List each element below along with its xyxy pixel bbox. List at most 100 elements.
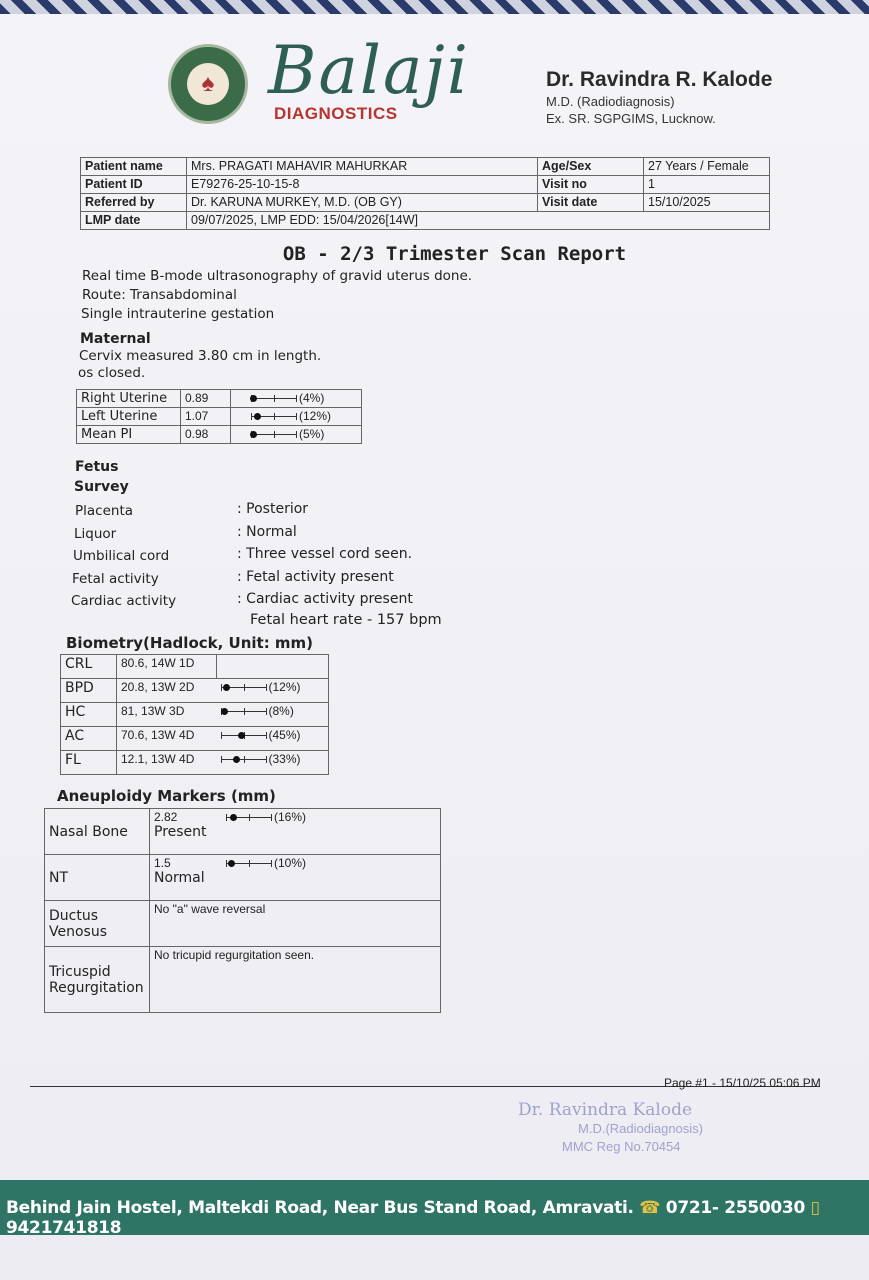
stamp-reg: MMC Reg No.70454 [562,1139,681,1154]
footer-bar: Behind Jain Hostel, Maltekdi Road, Near … [0,1180,869,1238]
doctor-stamp: Dr. Ravindra Kalode M.D.(Radiodiagnosis)… [518,1100,703,1156]
survey-heading: Survey [74,479,129,495]
report-title: OB - 2/3 Trimester Scan Report [282,243,627,265]
percentile-marker [232,755,240,763]
row-value: 1.07 [180,407,231,426]
label: Referred by [80,193,187,212]
lmp-date: 09/07/2025, LMP EDD: 15/04/2026[14W] [186,211,770,230]
percentile-label: (12%) [268,680,301,694]
aneuploidy-row: Tricuspid Regurgitation No tricupid regur… [44,946,441,1013]
row-label: CRL [60,654,117,679]
percentile-label: (45%) [268,728,301,742]
brand-logo: Balaji [268,32,470,109]
doctor-experience: Ex. SR. SGPGIMS, Lucknow. [546,111,716,126]
survey-value: : Fetal activity present [237,568,394,585]
footer-phone: 0721- 2550030 [665,1198,806,1218]
aneuploidy-table: Nasal Bone 2.82 (16%) Present NT 1.5 (10%) Norm… [44,808,441,1013]
row-value: 0.98 [180,425,231,444]
label: LMP date [80,211,187,230]
doppler-row: Left Uterine 1.07 (12%) [76,407,362,426]
row-label: HC [60,702,117,727]
stamp-qualification: M.D.(Radiodiagnosis) [578,1121,703,1136]
row-value: 80.6, 14W 1D [116,654,217,679]
row-label: Mean PI [76,425,181,444]
row-label: BPD [60,678,117,703]
doctor-qualification: M.D. (Radiodiagnosis) [546,94,675,109]
row-label: Nasal Bone [44,808,150,855]
footer-mobile: 9421741818 [6,1218,122,1238]
percentile-bar [249,394,297,404]
row-label: Right Uterine [76,389,181,408]
percentile-label: (5%) [299,427,325,441]
footer-address: Behind Jain Hostel, Maltekdi Road, Near … [6,1198,634,1218]
row-label: Left Uterine [76,407,181,426]
biometry-row: BPD 20.8, 13W 2D (12%) [60,678,329,703]
brand-subtitle: DIAGNOSTICS [274,104,398,123]
age-sex: 27 Years / Female [643,157,770,176]
row-value: 0.89 [180,389,231,408]
phone-icon: ☎ [639,1198,661,1218]
percentile-bar [251,412,297,422]
percentile-marker [230,813,238,821]
patient-name: Mrs. PRAGATI MAHAVIR MAHURKAR [186,157,538,176]
divider [30,1086,820,1087]
biometry-row: CRL 80.6, 14W 1D [60,654,329,679]
biometry-heading: Biometry(Hadlock, Unit: mm) [66,634,314,652]
fetal-heart-rate: Fetal heart rate - 157 bpm [250,612,442,628]
mobile-icon: ▯ [810,1198,820,1218]
row-note: Present [154,824,207,840]
biometry-row: HC 81, 13W 3D (8%) [60,702,329,727]
survey-label: Placenta [75,503,134,519]
lungs-icon: ♠ [187,63,229,105]
percentile-bar [220,755,267,765]
report-line: Route: Transabdominal [82,287,237,303]
visit-date: 15/10/2025 [643,193,770,212]
biometry-row: AC 70.6, 13W 4D (45%) [60,726,329,751]
report-line: Single intrauterine gestation [81,306,275,322]
doctor-name: Dr. Ravindra R. Kalode [546,68,773,91]
label: Age/Sex [537,157,644,176]
balaji-seal-logo: ♠ [168,44,248,124]
row-value: 70.6, 13W 4D [116,726,217,751]
label: Patient name [80,157,187,176]
percentile-marker [227,859,235,867]
row-label: NT [44,854,150,901]
percentile-label: (12%) [299,409,332,423]
visit-no: 1 [643,175,770,194]
biometry-row: FL 12.1, 13W 4D (33%) [60,750,329,775]
survey-value: : Posterior [237,501,309,517]
percentile-bar [226,813,272,823]
page-info: Page #1 - 15/10/25 05:06 PM [664,1076,821,1090]
percentile-marker [223,683,231,691]
row-value: 20.8, 13W 2D [116,678,217,703]
percentile-label: (10%) [274,856,307,870]
stamp-name: Dr. Ravindra Kalode [518,1100,693,1120]
referred-by: Dr. KARUNA MURKEY, M.D. (OB GY) [186,193,538,212]
row-value: No tricupid regurgitation seen. [154,948,315,962]
report-line: Real time B-mode ultrasonography of grav… [82,268,473,284]
row-value: 81, 13W 3D [116,702,217,727]
fetus-heading: Fetus [75,459,119,475]
percentile-bar [220,683,267,693]
label: Visit no [537,175,644,194]
row-label: Tricuspid Regurgitation [44,946,150,1013]
patient-id: E79276-25-10-15-8 [186,175,538,194]
aneuploidy-row: Nasal Bone 2.82 (16%) Present [44,808,441,855]
percentile-marker [250,430,258,438]
survey-label: Umbilical cord [73,548,170,564]
survey-value: : Three vessel cord seen. [237,546,413,562]
row-value: No "a" wave reversal [154,902,266,916]
row-value: 12.1, 13W 4D [116,750,217,775]
row-label: AC [60,726,117,751]
survey-value: : Cardiac activity present [237,591,413,607]
aneuploidy-row: Ductus Venosus No "a" wave reversal [44,900,441,947]
percentile-label: (33%) [268,752,301,766]
label: Patient ID [80,175,187,194]
row-value: 2.82 [154,810,178,824]
survey-label: Cardiac activity [71,593,177,609]
row-label: Ductus Venosus [44,900,150,947]
doppler-row: Right Uterine 0.89 (4%) [76,389,362,408]
percentile-label: (16%) [274,810,307,824]
percentile-bar [226,859,272,869]
survey-label: Liquor [74,525,117,542]
